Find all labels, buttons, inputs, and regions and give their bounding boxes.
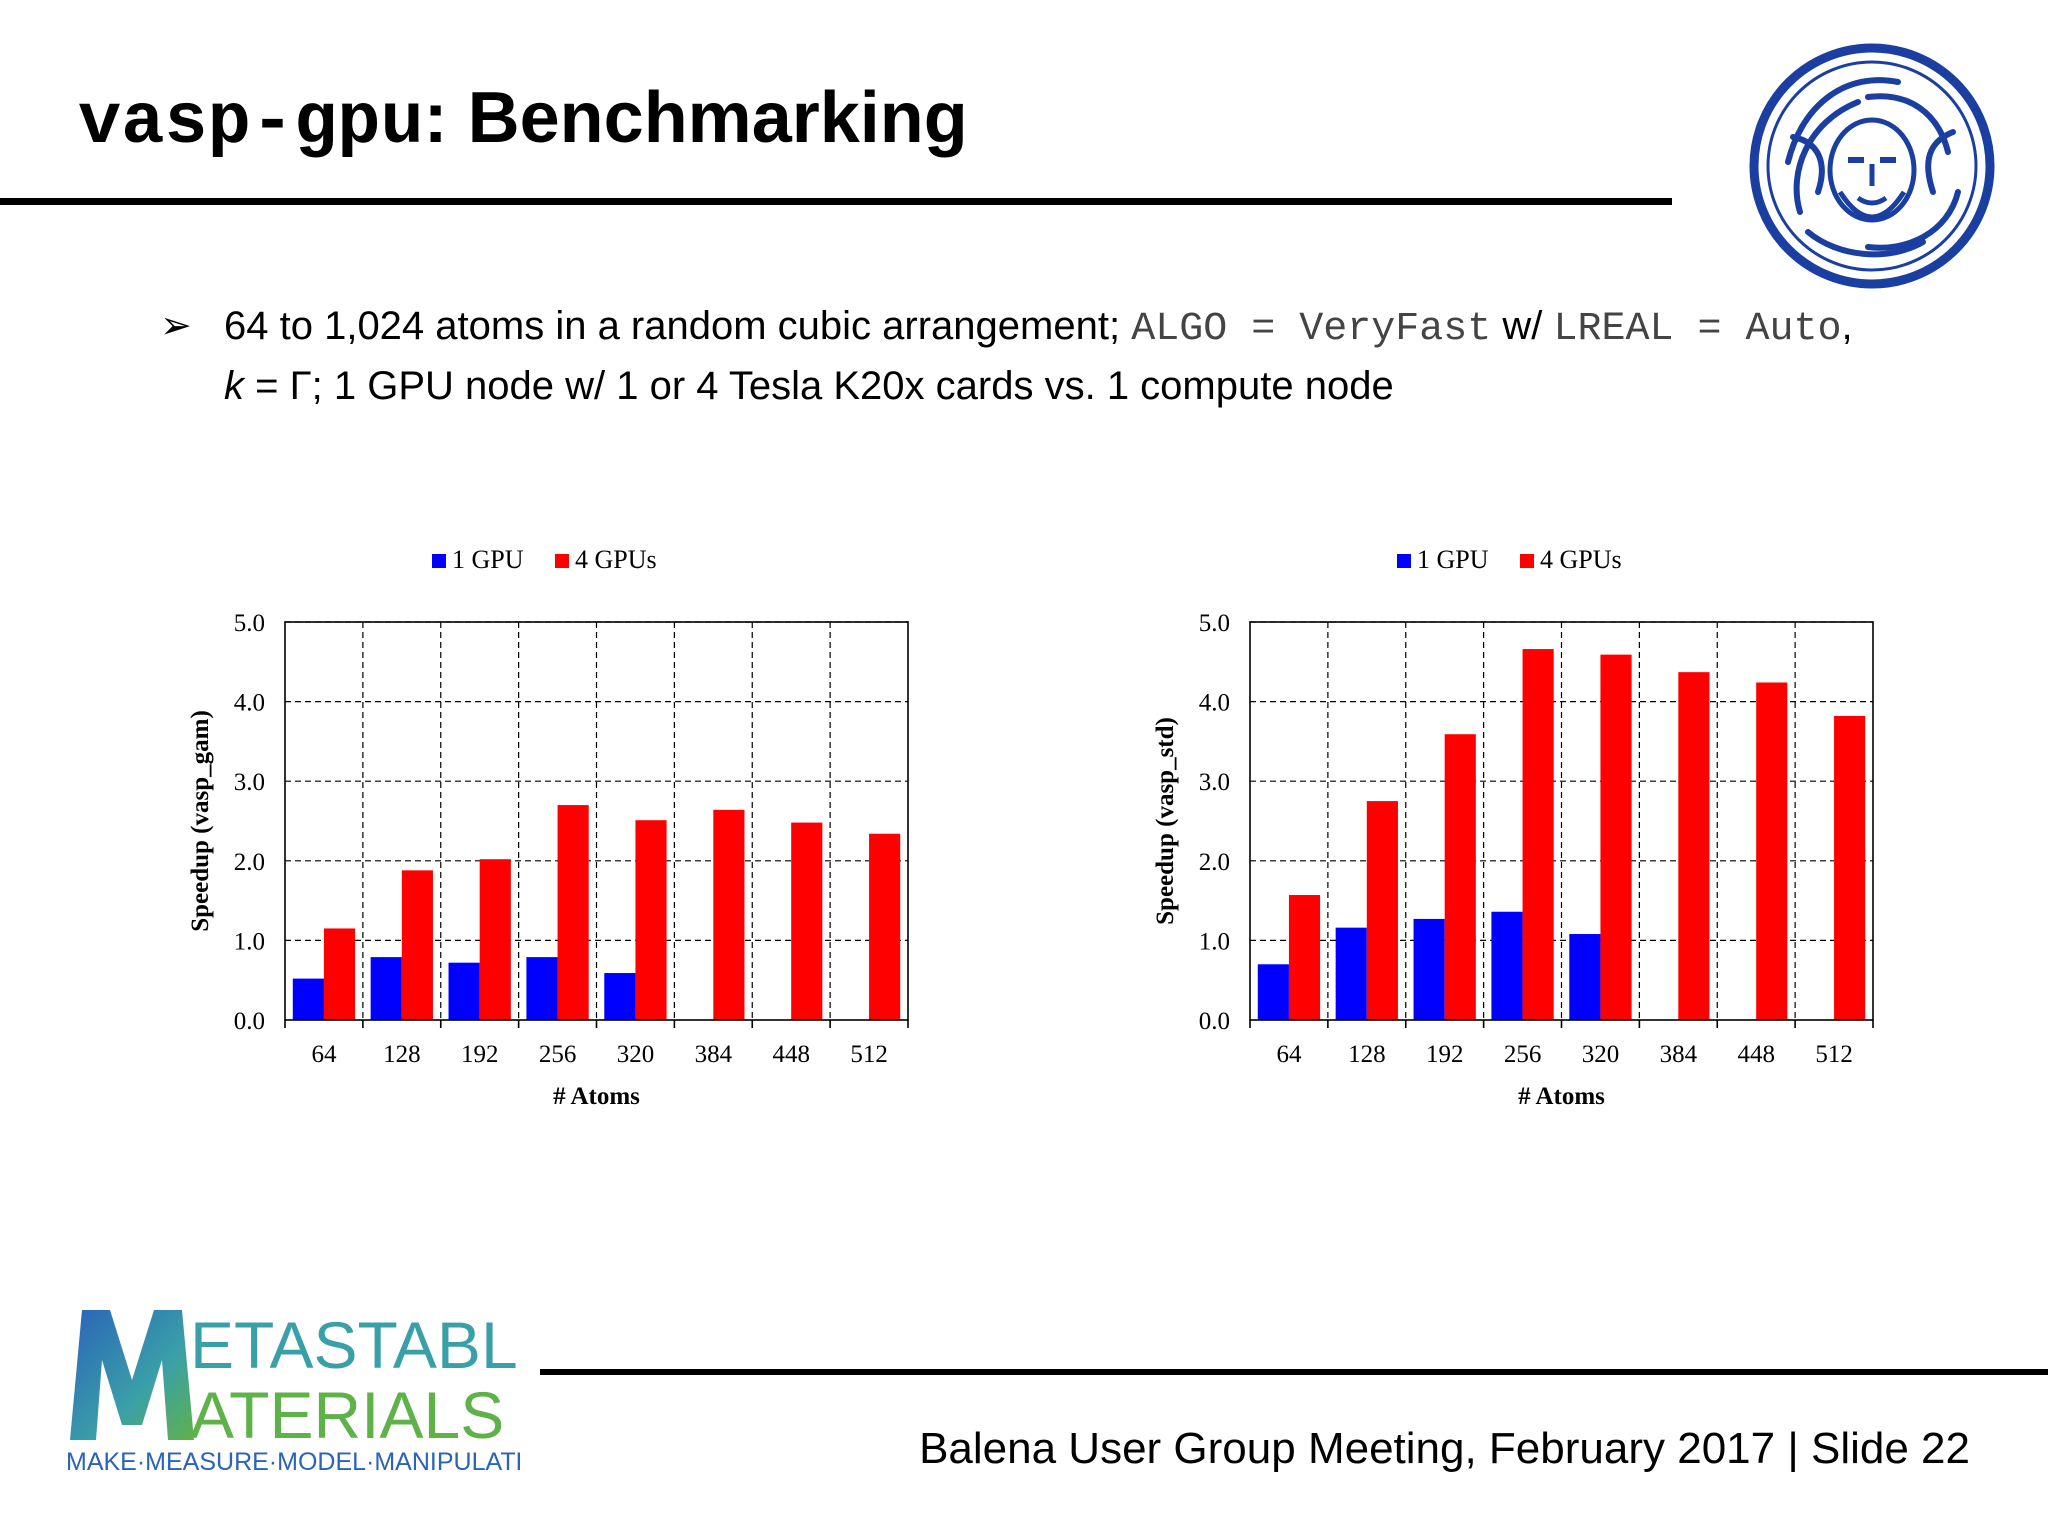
y-tick-label: 0.0 bbox=[234, 1008, 265, 1035]
bar bbox=[1522, 649, 1554, 1020]
x-tick-label: 256 bbox=[539, 1041, 577, 1068]
legend-swatch bbox=[1520, 554, 1534, 568]
y-tick-label: 2.0 bbox=[234, 849, 265, 876]
y-tick-label: 5.0 bbox=[1199, 610, 1230, 637]
bullet-point: ➢ 64 to 1,024 atoms in a random cubic ar… bbox=[160, 298, 1860, 414]
bullet-text-2: w/ bbox=[1491, 304, 1554, 348]
x-tick-label: 192 bbox=[461, 1041, 499, 1068]
bar bbox=[292, 978, 324, 1020]
bar bbox=[869, 833, 901, 1020]
bar bbox=[1756, 682, 1788, 1020]
legend-swatch bbox=[555, 554, 569, 568]
y-axis-title: Speedup (vasp_gam) bbox=[187, 710, 214, 932]
bar bbox=[1366, 801, 1398, 1020]
bar bbox=[1491, 911, 1523, 1020]
x-tick-label: 64 bbox=[311, 1041, 337, 1068]
y-tick-label: 1.0 bbox=[234, 928, 265, 955]
x-tick-label: 128 bbox=[383, 1041, 421, 1068]
legend-swatch bbox=[1397, 554, 1411, 568]
y-tick-label: 3.0 bbox=[234, 769, 265, 796]
bar bbox=[713, 809, 745, 1020]
footer-divider bbox=[540, 1369, 2048, 1375]
x-tick-label: 320 bbox=[617, 1041, 655, 1068]
legend-label: 1 GPU bbox=[1417, 545, 1489, 574]
bar bbox=[1288, 895, 1321, 1020]
y-tick-label: 3.0 bbox=[1199, 769, 1230, 796]
footer-text: Balena User Group Meeting, February 2017… bbox=[919, 1424, 1970, 1473]
x-tick-label: 384 bbox=[1660, 1041, 1698, 1068]
bar bbox=[1678, 672, 1710, 1020]
bar bbox=[1600, 654, 1632, 1020]
bar bbox=[635, 820, 667, 1020]
x-tick-label: 256 bbox=[1504, 1041, 1542, 1068]
bar bbox=[448, 962, 480, 1020]
bar bbox=[1834, 715, 1866, 1020]
bar bbox=[401, 870, 433, 1020]
title-divider bbox=[0, 198, 1672, 205]
bullet-text: 64 to 1,024 atoms in a random cubic arra… bbox=[224, 298, 1860, 414]
legend-label: 4 GPUs bbox=[575, 545, 657, 574]
y-axis-title: Speedup (vasp_std) bbox=[1152, 717, 1179, 925]
bar bbox=[557, 805, 589, 1020]
bar bbox=[604, 973, 636, 1020]
metastable-materials-logo: ETASTABLE ATERIALS MAKE·MEASURE·MODEL·MA… bbox=[66, 1308, 520, 1476]
x-tick-label: 384 bbox=[695, 1041, 733, 1068]
legend-swatch bbox=[432, 554, 446, 568]
bullet-k: k bbox=[224, 364, 244, 408]
x-tick-label: 64 bbox=[1276, 1041, 1302, 1068]
x-axis-title: # Atoms bbox=[1518, 1083, 1605, 1110]
title-text: : Benchmarking bbox=[423, 78, 968, 158]
x-tick-label: 448 bbox=[772, 1041, 810, 1068]
bar bbox=[479, 859, 511, 1020]
university-seal-icon bbox=[1749, 43, 1995, 289]
bullet-code-1: ALGO = VeryFast bbox=[1131, 307, 1492, 352]
bar bbox=[526, 957, 558, 1020]
y-tick-label: 4.0 bbox=[1199, 690, 1230, 717]
bar bbox=[1444, 734, 1476, 1020]
slide-title: vasp-gpu: Benchmarking bbox=[78, 82, 968, 159]
y-tick-label: 4.0 bbox=[234, 690, 265, 717]
bullet-text-1: 64 to 1,024 atoms in a random cubic arra… bbox=[224, 304, 1132, 348]
bar bbox=[1335, 927, 1367, 1020]
y-tick-label: 2.0 bbox=[1199, 849, 1230, 876]
y-tick-label: 1.0 bbox=[1199, 928, 1230, 955]
x-tick-label: 512 bbox=[850, 1041, 888, 1068]
logo-line2: ATERIALS bbox=[190, 1378, 504, 1452]
title-code: vasp-gpu bbox=[78, 82, 424, 164]
bullet-text-4: = Γ; 1 GPU node w/ 1 or 4 Tesla K20x car… bbox=[244, 364, 1394, 408]
logo-line1: ETASTABLE bbox=[190, 1308, 520, 1382]
x-tick-label: 320 bbox=[1582, 1041, 1620, 1068]
bullet-text-3: , bbox=[1841, 304, 1853, 348]
x-tick-label: 448 bbox=[1737, 1041, 1775, 1068]
y-tick-label: 0.0 bbox=[1199, 1008, 1230, 1035]
bar bbox=[791, 822, 823, 1020]
bar bbox=[323, 928, 356, 1020]
y-tick-label: 5.0 bbox=[234, 610, 265, 637]
chart-vasp-std: 1 GPU 4 GPUs 0.0 1.0 2.0 3.0 4.0 5.0 64 128 192 256… bbox=[1152, 545, 1874, 1110]
bar bbox=[1413, 918, 1445, 1020]
x-tick-label: 128 bbox=[1348, 1041, 1386, 1068]
chart-vasp-gam: 1 GPU 4 GPUs 0.0 1.0 2.0 3.0 4.0 5.0 64 128 192 256… bbox=[187, 545, 909, 1110]
bullet-arrow-icon: ➢ bbox=[160, 305, 192, 347]
x-tick-label: 192 bbox=[1426, 1041, 1464, 1068]
logo-tagline: MAKE·MEASURE·MODEL·MANIPULATE bbox=[66, 1448, 520, 1476]
bar bbox=[370, 957, 402, 1020]
legend-label: 1 GPU bbox=[452, 545, 524, 574]
legend-label: 4 GPUs bbox=[1540, 545, 1622, 574]
bar bbox=[1569, 934, 1601, 1020]
bullet-code-2: LREAL = Auto bbox=[1553, 307, 1842, 352]
bar bbox=[1257, 964, 1289, 1020]
x-axis-title: # Atoms bbox=[553, 1083, 640, 1110]
x-tick-label: 512 bbox=[1815, 1041, 1853, 1068]
